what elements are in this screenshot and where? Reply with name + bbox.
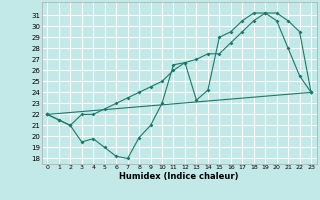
X-axis label: Humidex (Indice chaleur): Humidex (Indice chaleur) <box>119 172 239 181</box>
